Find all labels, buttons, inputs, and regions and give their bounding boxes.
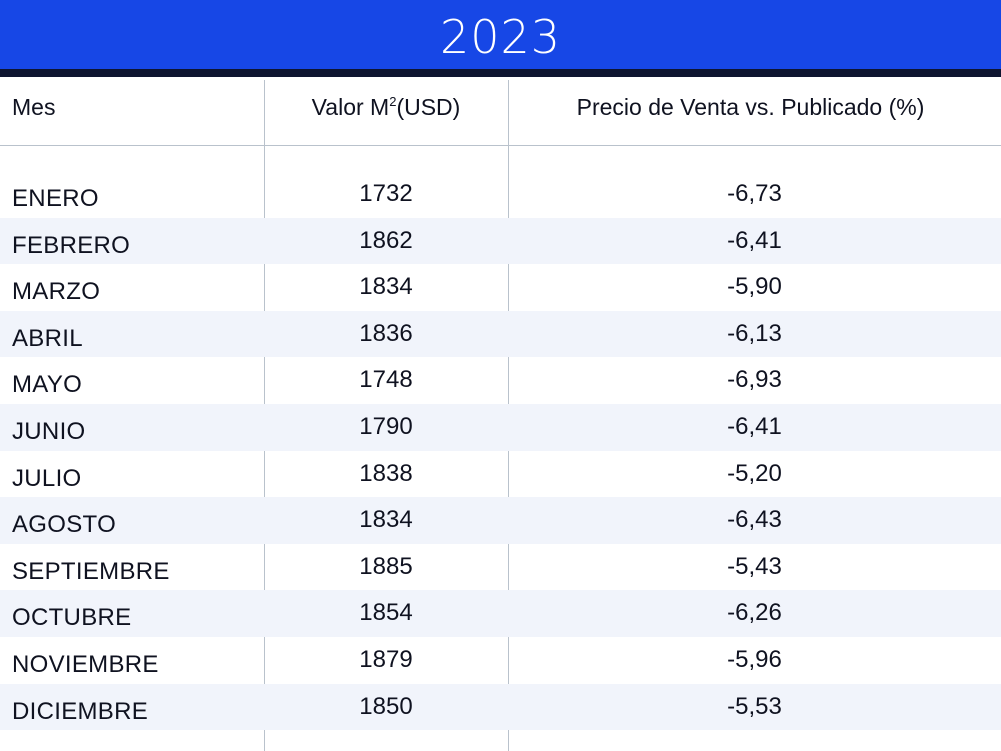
ratio-cell: -5,90 [727,273,782,301]
table-row: FEBRERO 1862 -6,41 [0,217,1001,265]
month-cell: JULIO [12,464,82,492]
value-cell: 1850 [359,692,413,720]
value-cell: 1834 [359,273,413,301]
month-cell: OCTUBRE [12,604,132,632]
column-header-ratio: Precio de Venta vs. Publicado (%) [576,94,925,120]
ratio-cell: -6,93 [727,366,782,394]
table-row: DICIEMBRE 1850 -5,53 [0,683,1001,731]
month-cell: MARZO [12,278,101,306]
table-row: ABRIL 1836 -6,13 [0,310,1001,358]
table-row: NOVIEMBRE 1879 -5,96 [0,637,1001,684]
month-cell: ENERO [12,185,99,212]
table-row: OCTUBRE 1854 -6,26 [0,590,1001,637]
banner-divider [0,69,1001,77]
ratio-cell: -6,41 [727,412,782,440]
value-cell: 1885 [359,552,413,580]
ratio-cell: -5,53 [727,692,782,720]
table-row: ENERO 1732 -6,73 [0,171,1001,218]
month-cell: NOVIEMBRE [12,650,159,678]
column-header-value-suffix: (USD) [396,94,461,120]
column-header-month: Mes [12,94,56,120]
ratio-cell: -6,41 [727,226,782,254]
table-row: JUNIO 1790 -6,41 [0,403,1001,451]
table-row: SEPTIEMBRE 1885 -5,43 [0,544,1001,591]
table-row: AGOSTO 1834 -6,43 [0,497,1001,544]
value-cell: 1834 [359,506,413,534]
ratio-cell: -6,13 [727,319,782,347]
header-divider [0,145,1001,146]
month-cell: SEPTIEMBRE [12,557,170,585]
value-cell: 1790 [359,412,413,440]
month-cell: DICIEMBRE [12,697,149,725]
ratio-cell: -5,43 [727,552,782,580]
ratio-cell: -6,26 [727,599,782,627]
table-row: JULIO 1838 -5,20 [0,451,1001,498]
table-row: MARZO 1834 -5,90 [0,264,1001,311]
value-cell: 1838 [359,459,413,487]
month-cell: MAYO [12,371,83,399]
month-cell: ABRIL [12,324,83,352]
table-row: MAYO 1748 -6,93 [0,357,1001,404]
table-body: ENERO 1732 -6,73 FEBRERO 1862 -6,41 MARZ… [0,171,1001,731]
month-cell: FEBRERO [12,231,131,259]
ratio-cell: -5,20 [727,459,782,487]
value-cell: 1879 [359,645,413,673]
ratio-cell: -5,96 [727,645,782,673]
ratio-cell: -6,43 [727,506,782,534]
column-header-value-prefix: Valor M [311,94,390,120]
value-cell: 1862 [359,226,413,254]
ratio-cell: -6,73 [727,180,782,207]
title-banner: 2023 [0,0,1001,69]
month-cell: AGOSTO [12,511,117,539]
value-cell: 1748 [359,366,413,394]
column-header-value: Valor M2(USD) [264,90,508,124]
month-cell: JUNIO [12,417,86,445]
value-cell: 1732 [359,180,413,207]
page-title: 2023 [439,9,562,64]
value-cell: 1854 [359,599,413,627]
value-cell: 1836 [359,319,413,347]
column-header-value-sup: 2 [389,94,397,109]
